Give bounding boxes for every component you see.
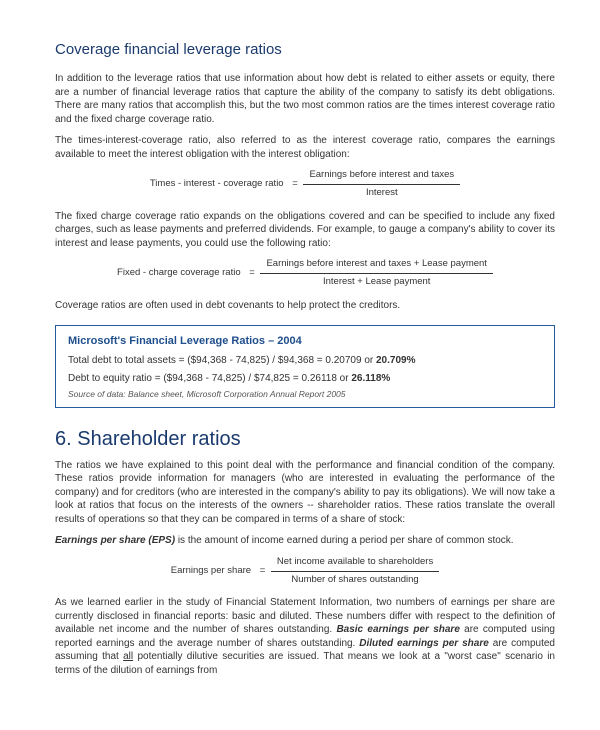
formula-denominator: Interest bbox=[303, 185, 460, 200]
equals-sign: = bbox=[257, 565, 269, 578]
microsoft-ratios-box: Microsoft's Financial Leverage Ratios – … bbox=[55, 325, 555, 408]
formula-lhs: Times - interest - coverage ratio bbox=[150, 178, 287, 191]
total-debt-text: Total debt to total assets = ($94,368 - … bbox=[68, 355, 376, 366]
debt-equity-pct: 26.118% bbox=[351, 373, 390, 384]
fixed-charge-intro: The fixed charge coverage ratio expands … bbox=[55, 210, 555, 251]
formula-denominator: Interest + Lease payment bbox=[260, 274, 493, 289]
formula-numerator: Earnings before interest and taxes + Lea… bbox=[260, 258, 493, 274]
formula-fraction: Net income available to shareholders Num… bbox=[271, 556, 439, 587]
coverage-covenants-note: Coverage ratios are often used in debt c… bbox=[55, 299, 555, 313]
basic-eps-label: Basic earnings per share bbox=[336, 624, 459, 635]
fixed-charge-formula: Fixed - charge coverage ratio = Earnings… bbox=[55, 258, 555, 289]
basic-diluted-paragraph: As we learned earlier in the study of Fi… bbox=[55, 596, 555, 677]
formula-lhs: Earnings per share bbox=[171, 565, 254, 578]
shareholder-ratios-heading: 6. Shareholder ratios bbox=[55, 426, 555, 453]
eps-formula: Earnings per share = Net income availabl… bbox=[55, 556, 555, 587]
all-underline: all bbox=[123, 651, 133, 662]
equals-sign: = bbox=[289, 178, 301, 191]
coverage-ratios-heading: Coverage financial leverage ratios bbox=[55, 40, 555, 60]
shareholder-intro: The ratios we have explained to this poi… bbox=[55, 459, 555, 527]
formula-lhs: Fixed - charge coverage ratio bbox=[117, 267, 244, 280]
formula-denominator: Number of shares outstanding bbox=[271, 572, 439, 587]
diluted-eps-label: Diluted earnings per share bbox=[359, 638, 489, 649]
total-debt-line: Total debt to total assets = ($94,368 - … bbox=[68, 354, 542, 368]
formula-numerator: Earnings before interest and taxes bbox=[303, 169, 460, 185]
eps-rest: is the amount of income earned during a … bbox=[175, 535, 514, 546]
box-source: Source of data: Balance sheet, Microsoft… bbox=[68, 389, 542, 400]
eps-definition: Earnings per share (EPS) is the amount o… bbox=[55, 534, 555, 548]
debt-equity-line: Debt to equity ratio = ($94,368 - 74,825… bbox=[68, 372, 542, 386]
times-interest-formula: Times - interest - coverage ratio = Earn… bbox=[55, 169, 555, 200]
coverage-intro-paragraph: In addition to the leverage ratios that … bbox=[55, 72, 555, 126]
debt-equity-text: Debt to equity ratio = ($94,368 - 74,825… bbox=[68, 373, 351, 384]
formula-fraction: Earnings before interest and taxes Inter… bbox=[303, 169, 460, 200]
times-interest-intro: The times-interest-coverage ratio, also … bbox=[55, 134, 555, 161]
formula-numerator: Net income available to shareholders bbox=[271, 556, 439, 572]
total-debt-pct: 20.709% bbox=[376, 355, 415, 366]
box-title: Microsoft's Financial Leverage Ratios – … bbox=[68, 334, 542, 349]
eps-label: Earnings per share (EPS) bbox=[55, 535, 175, 546]
equals-sign: = bbox=[246, 267, 258, 280]
formula-fraction: Earnings before interest and taxes + Lea… bbox=[260, 258, 493, 289]
